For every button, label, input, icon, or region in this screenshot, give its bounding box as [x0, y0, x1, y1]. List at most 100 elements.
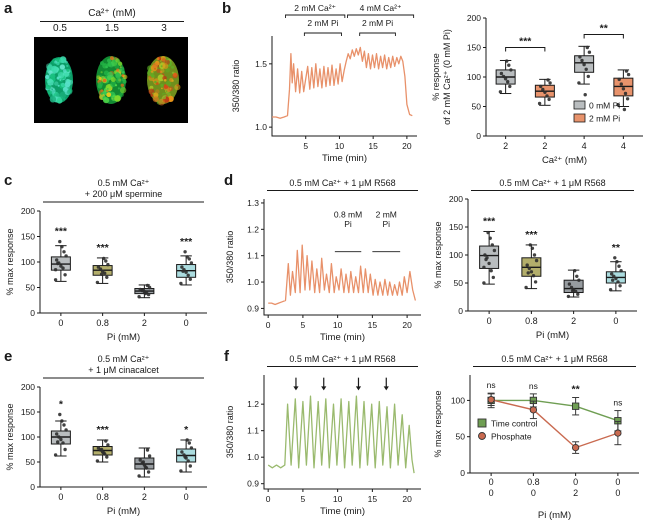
svg-text:***: ***: [483, 215, 496, 227]
svg-text:1.1: 1.1: [247, 251, 259, 261]
svg-text:100: 100: [467, 72, 481, 82]
svg-text:1.2: 1.2: [247, 399, 259, 409]
svg-text:% max response: % max response: [5, 228, 15, 295]
svg-text:ns: ns: [613, 398, 622, 408]
svg-text:% max response: % max response: [433, 221, 443, 288]
svg-text:150: 150: [21, 407, 35, 417]
svg-text:0: 0: [30, 308, 35, 318]
svg-text:15: 15: [368, 141, 378, 151]
svg-text:1.5: 1.5: [255, 59, 267, 69]
svg-text:Pi: Pi: [382, 219, 390, 229]
svg-text:5: 5: [301, 494, 306, 504]
svg-text:50: 50: [26, 283, 36, 293]
svg-text:0: 0: [489, 477, 494, 487]
svg-text:0: 0: [30, 482, 35, 492]
svg-text:4 mM Ca²⁺: 4 mM Ca²⁺: [360, 3, 402, 13]
svg-text:0.8: 0.8: [96, 492, 109, 502]
svg-text:% max response: % max response: [5, 403, 15, 470]
conc-label-3: 3: [161, 23, 167, 34]
svg-text:0.8: 0.8: [525, 316, 538, 326]
svg-text:0.5 mM Ca²⁺ + 1 μM R568: 0.5 mM Ca²⁺ + 1 μM R568: [501, 354, 607, 364]
svg-text:10: 10: [335, 141, 345, 151]
svg-text:ns: ns: [529, 381, 538, 391]
svg-text:0: 0: [531, 488, 536, 498]
svg-text:0: 0: [613, 316, 618, 326]
svg-text:0.5 mM Ca²⁺ + 1 μM R568: 0.5 mM Ca²⁺ + 1 μM R568: [499, 178, 605, 188]
svg-text:1.1: 1.1: [247, 426, 259, 436]
svg-text:350/380 ratio: 350/380 ratio: [225, 406, 235, 459]
panel-e-cinacalcet-boxplot: 0.5 mM Ca²⁺+ 1 μM cinacalcet050100150200…: [5, 354, 207, 517]
svg-text:0: 0: [266, 494, 271, 504]
svg-text:0: 0: [58, 318, 63, 328]
svg-text:2: 2: [142, 492, 147, 502]
svg-text:0.9: 0.9: [247, 303, 259, 313]
svg-text:0: 0: [460, 468, 465, 478]
panel-label-f: f: [224, 348, 229, 365]
panel-label-d: d: [224, 172, 234, 189]
panel-label-e: e: [4, 348, 13, 365]
svg-text:350/380 ratio: 350/380 ratio: [231, 60, 241, 113]
svg-text:Pi: Pi: [344, 219, 352, 229]
svg-text:0: 0: [615, 477, 620, 487]
svg-text:0: 0: [489, 488, 494, 498]
calcium-title-rule: [40, 21, 184, 22]
svg-text:Time (min): Time (min): [320, 332, 365, 343]
svg-text:of 2 mM Ca²⁺ (0 mM Pi): of 2 mM Ca²⁺ (0 mM Pi): [442, 29, 452, 125]
calcium-concentration-title: Ca²⁺ (mM): [88, 8, 136, 19]
svg-text:**: **: [572, 384, 581, 396]
conc-label-1.5: 1.5: [105, 23, 119, 34]
svg-text:2 mM Ca²⁺: 2 mM Ca²⁺: [294, 3, 336, 13]
svg-text:20: 20: [402, 320, 412, 330]
svg-text:0.5 mM Ca²⁺: 0.5 mM Ca²⁺: [98, 354, 150, 364]
panel-c-spermine-boxplot: 0.5 mM Ca²⁺+ 200 μM spermine050100150200…: [5, 178, 207, 343]
svg-text:50: 50: [456, 432, 466, 442]
svg-text:4: 4: [582, 141, 587, 151]
svg-text:1.2: 1.2: [247, 224, 259, 234]
svg-text:***: ***: [55, 226, 68, 238]
svg-text:0: 0: [184, 492, 189, 502]
svg-text:0.8 mM: 0.8 mM: [334, 209, 362, 219]
svg-text:0 mM Pi: 0 mM Pi: [589, 101, 620, 111]
svg-text:0: 0: [615, 488, 620, 498]
panel-label-c: c: [4, 172, 13, 189]
svg-text:0: 0: [458, 306, 463, 316]
panel-f-timecourse-chart: 0.5 mM Ca²⁺ + 1 μM R568 0 50 100 % max respo…: [433, 354, 639, 521]
svg-text:0.8: 0.8: [527, 477, 540, 487]
svg-text:10: 10: [333, 320, 343, 330]
svg-text:Pi (mM): Pi (mM): [107, 506, 140, 517]
fluorescence-cell-image-low-ca: [34, 37, 84, 123]
svg-text:20: 20: [402, 494, 412, 504]
svg-text:100: 100: [449, 250, 463, 260]
svg-text:4: 4: [621, 141, 626, 151]
panel-a-fluorescence: Ca²⁺ (mM) 0.5 1.5 3: [8, 8, 208, 123]
svg-text:1.3: 1.3: [247, 198, 259, 208]
fluorescence-cell-image-mid-ca: [86, 37, 136, 123]
panel-f-ratio-trace-chart: 0.5 mM Ca²⁺ + 1 μM R568 0.9 1.0 1.1 1.2 350/3…: [225, 354, 421, 517]
svg-text:2 mM: 2 mM: [376, 209, 397, 219]
svg-text:10: 10: [333, 494, 343, 504]
svg-text:200: 200: [21, 206, 35, 216]
svg-text:100: 100: [451, 395, 465, 405]
concentration-labels: 0.5 1.5 3: [34, 22, 190, 37]
svg-text:2 mM Pi: 2 mM Pi: [307, 18, 338, 28]
svg-text:***: ***: [519, 36, 532, 48]
svg-text:**: **: [600, 23, 609, 35]
svg-text:5: 5: [303, 141, 308, 151]
svg-text:2: 2: [503, 141, 508, 151]
svg-text:***: ***: [96, 424, 109, 436]
svg-text:Ca²⁺ (mM): Ca²⁺ (mM): [542, 155, 587, 166]
svg-text:150: 150: [21, 232, 35, 242]
svg-text:200: 200: [21, 382, 35, 392]
svg-text:0: 0: [487, 316, 492, 326]
svg-text:200: 200: [449, 194, 463, 204]
svg-text:**: **: [612, 242, 621, 254]
svg-text:Pi (mM): Pi (mM): [107, 332, 140, 343]
panel-label-a: a: [4, 0, 13, 17]
svg-text:0: 0: [266, 320, 271, 330]
svg-text:***: ***: [96, 242, 109, 254]
fluorescence-image-strip: [34, 37, 188, 123]
svg-text:0: 0: [58, 492, 63, 502]
svg-text:Pi (mM): Pi (mM): [536, 330, 569, 341]
